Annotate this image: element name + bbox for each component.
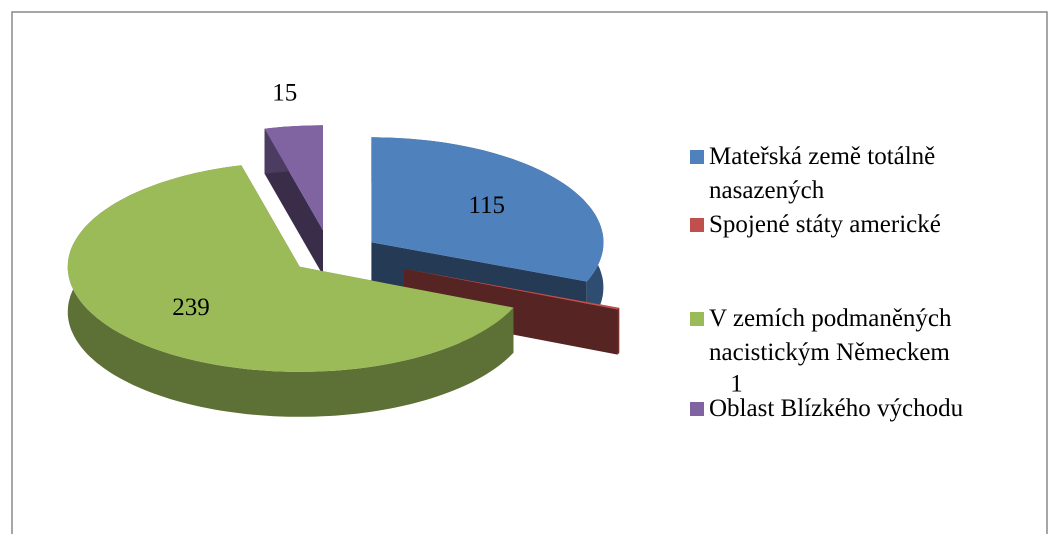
legend-entry: Spojené státy americké: [690, 208, 1040, 242]
legend-label: Mateřská země totálně nasazených: [709, 143, 936, 204]
chart-frame: [11, 11, 1048, 534]
legend-label: Oblast Blízkého východu: [709, 395, 964, 422]
legend-entry: Oblast Blízkého východu: [690, 392, 1040, 426]
legend-swatch: [690, 312, 704, 326]
slice-top: [371, 137, 604, 282]
pie-slice: [264, 125, 323, 276]
slice-top: [404, 268, 620, 310]
data-label: 1: [730, 370, 743, 397]
legend-label: V zemích podmaněných nacistickým Německe…: [709, 305, 952, 366]
slice-top: [67, 165, 514, 372]
pie-slice: [67, 165, 514, 417]
legend-swatch: [690, 150, 704, 164]
data-label: 239: [172, 294, 210, 321]
legend-entry: V zemích podmaněných nacistickým Německe…: [690, 302, 1040, 370]
slice-top: [264, 125, 323, 231]
legend-swatch: [690, 402, 704, 416]
legend-swatch: [690, 218, 704, 232]
slice-wall: [617, 307, 620, 355]
legend-entry: Mateřská země totálně nasazených: [690, 140, 1040, 208]
data-label: 15: [272, 80, 297, 107]
data-label: 115: [468, 192, 505, 219]
legend-label: Spojené státy americké: [709, 211, 941, 238]
